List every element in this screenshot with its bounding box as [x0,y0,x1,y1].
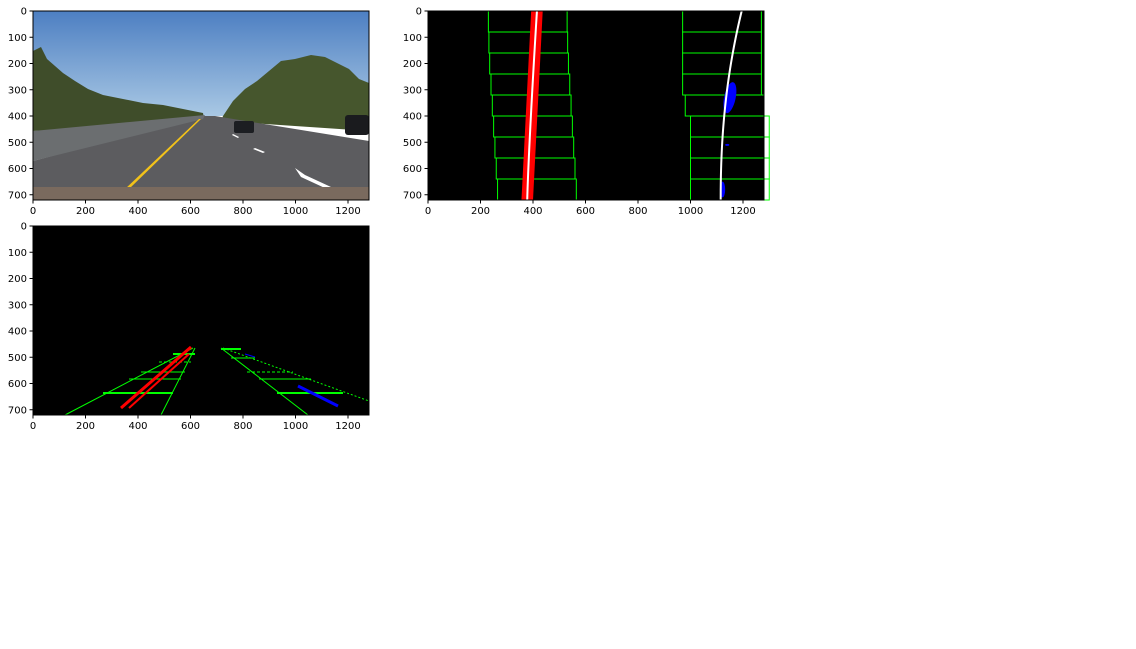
sliding-window-y-ticks: 0 100 200 300 400 500 600 700 [403,7,428,201]
left-trees [33,47,205,131]
left-road-edge [64,347,194,416]
binary-lane-y-ticks: 0 100 200 300 400 500 600 700 [8,222,33,416]
y-tick-label: 500 [8,138,27,149]
x-tick-label: 0 [425,206,431,217]
right-road-edge [222,347,370,402]
binary-lane-axes [32,225,370,416]
right-lane-pixels [725,143,730,146]
binary-lane-background [33,226,369,415]
y-tick-label: 500 [403,138,422,149]
y-tick-label: 300 [8,85,27,96]
x-tick-label: 1200 [335,206,360,217]
y-tick-label: 200 [8,274,27,285]
x-tick-label: 1000 [678,206,703,217]
x-tick-label: 800 [233,206,252,217]
x-tick-label: 600 [181,421,200,432]
x-tick-label: 200 [471,206,490,217]
road-image-x-ticks: 0 200 400 600 800 1000 1200 [30,200,361,217]
y-tick-label: 0 [416,7,422,18]
y-tick-label: 700 [403,190,422,201]
y-tick-label: 300 [403,85,422,96]
x-tick-label: 0 [30,206,36,217]
y-tick-label: 300 [8,300,27,311]
left-lane-detection [120,345,192,410]
x-tick-label: 800 [628,206,647,217]
x-tick-label: 0 [30,421,36,432]
x-tick-label: 1200 [730,206,755,217]
y-tick-label: 100 [8,248,27,259]
road-image-panel: 0 200 400 600 800 1000 1200 0 100 200 300 400 500 60… [8,7,370,217]
car-right [345,115,369,135]
y-tick-label: 600 [8,164,27,175]
lane-fit-curves [526,10,743,201]
x-tick-label: 800 [233,421,252,432]
x-tick-label: 200 [76,421,95,432]
white-dash-2 [253,148,265,153]
y-tick-label: 600 [8,379,27,390]
left-fit-curve [526,10,538,201]
y-tick-label: 200 [403,59,422,70]
x-tick-label: 600 [576,206,595,217]
x-tick-label: 1000 [283,206,308,217]
x-tick-label: 1200 [335,421,360,432]
y-tick-label: 400 [403,112,422,123]
y-tick-label: 700 [8,405,27,416]
road-surface [33,116,369,200]
right-lane-detection [244,353,339,408]
y-tick-label: 600 [403,164,422,175]
y-tick-label: 400 [8,327,27,338]
binary-lane-frame [32,225,370,416]
right-fit-curve [719,10,743,201]
left-barrier [33,115,205,161]
x-tick-label: 400 [128,206,147,217]
binary-lane-panel: 0 200 400 600 800 1000 1200 0 100 200 300 400 500 60… [8,222,370,432]
sliding-window-background [428,11,764,200]
x-tick-label: 1000 [283,421,308,432]
left-inner-edge [160,347,196,416]
sliding-window-panel: 0 200 400 600 800 1000 1200 0 100 200 300 400 500 60… [403,7,770,217]
x-tick-label: 400 [523,206,542,217]
y-tick-label: 400 [8,112,27,123]
y-tick-label: 0 [21,7,27,18]
white-dash-1 [295,168,331,189]
x-tick-label: 600 [181,206,200,217]
y-tick-label: 100 [403,33,422,44]
y-tick-label: 0 [21,222,27,233]
right-inner-edge [220,347,309,416]
x-tick-label: 200 [76,206,95,217]
right-trees [221,55,369,131]
road-image-y-ticks: 0 100 200 300 400 500 600 700 [8,7,33,201]
yellow-line [125,119,201,189]
sliding-window-frame [427,10,765,201]
road-image-frame [32,10,370,201]
binary-lane-x-ticks: 0 200 400 600 800 1000 1200 [30,415,361,432]
sliding-window-x-ticks: 0 200 400 600 800 1000 1200 [425,200,756,217]
sliding-window-axes [427,10,770,201]
y-tick-label: 200 [8,59,27,70]
hood [33,187,369,200]
y-tick-label: 500 [8,353,27,364]
y-tick-label: 700 [8,190,27,201]
road-image-axes [32,10,370,201]
x-tick-label: 400 [128,421,147,432]
white-dash-3 [232,134,239,138]
y-tick-label: 100 [8,33,27,44]
car-center [234,121,254,133]
